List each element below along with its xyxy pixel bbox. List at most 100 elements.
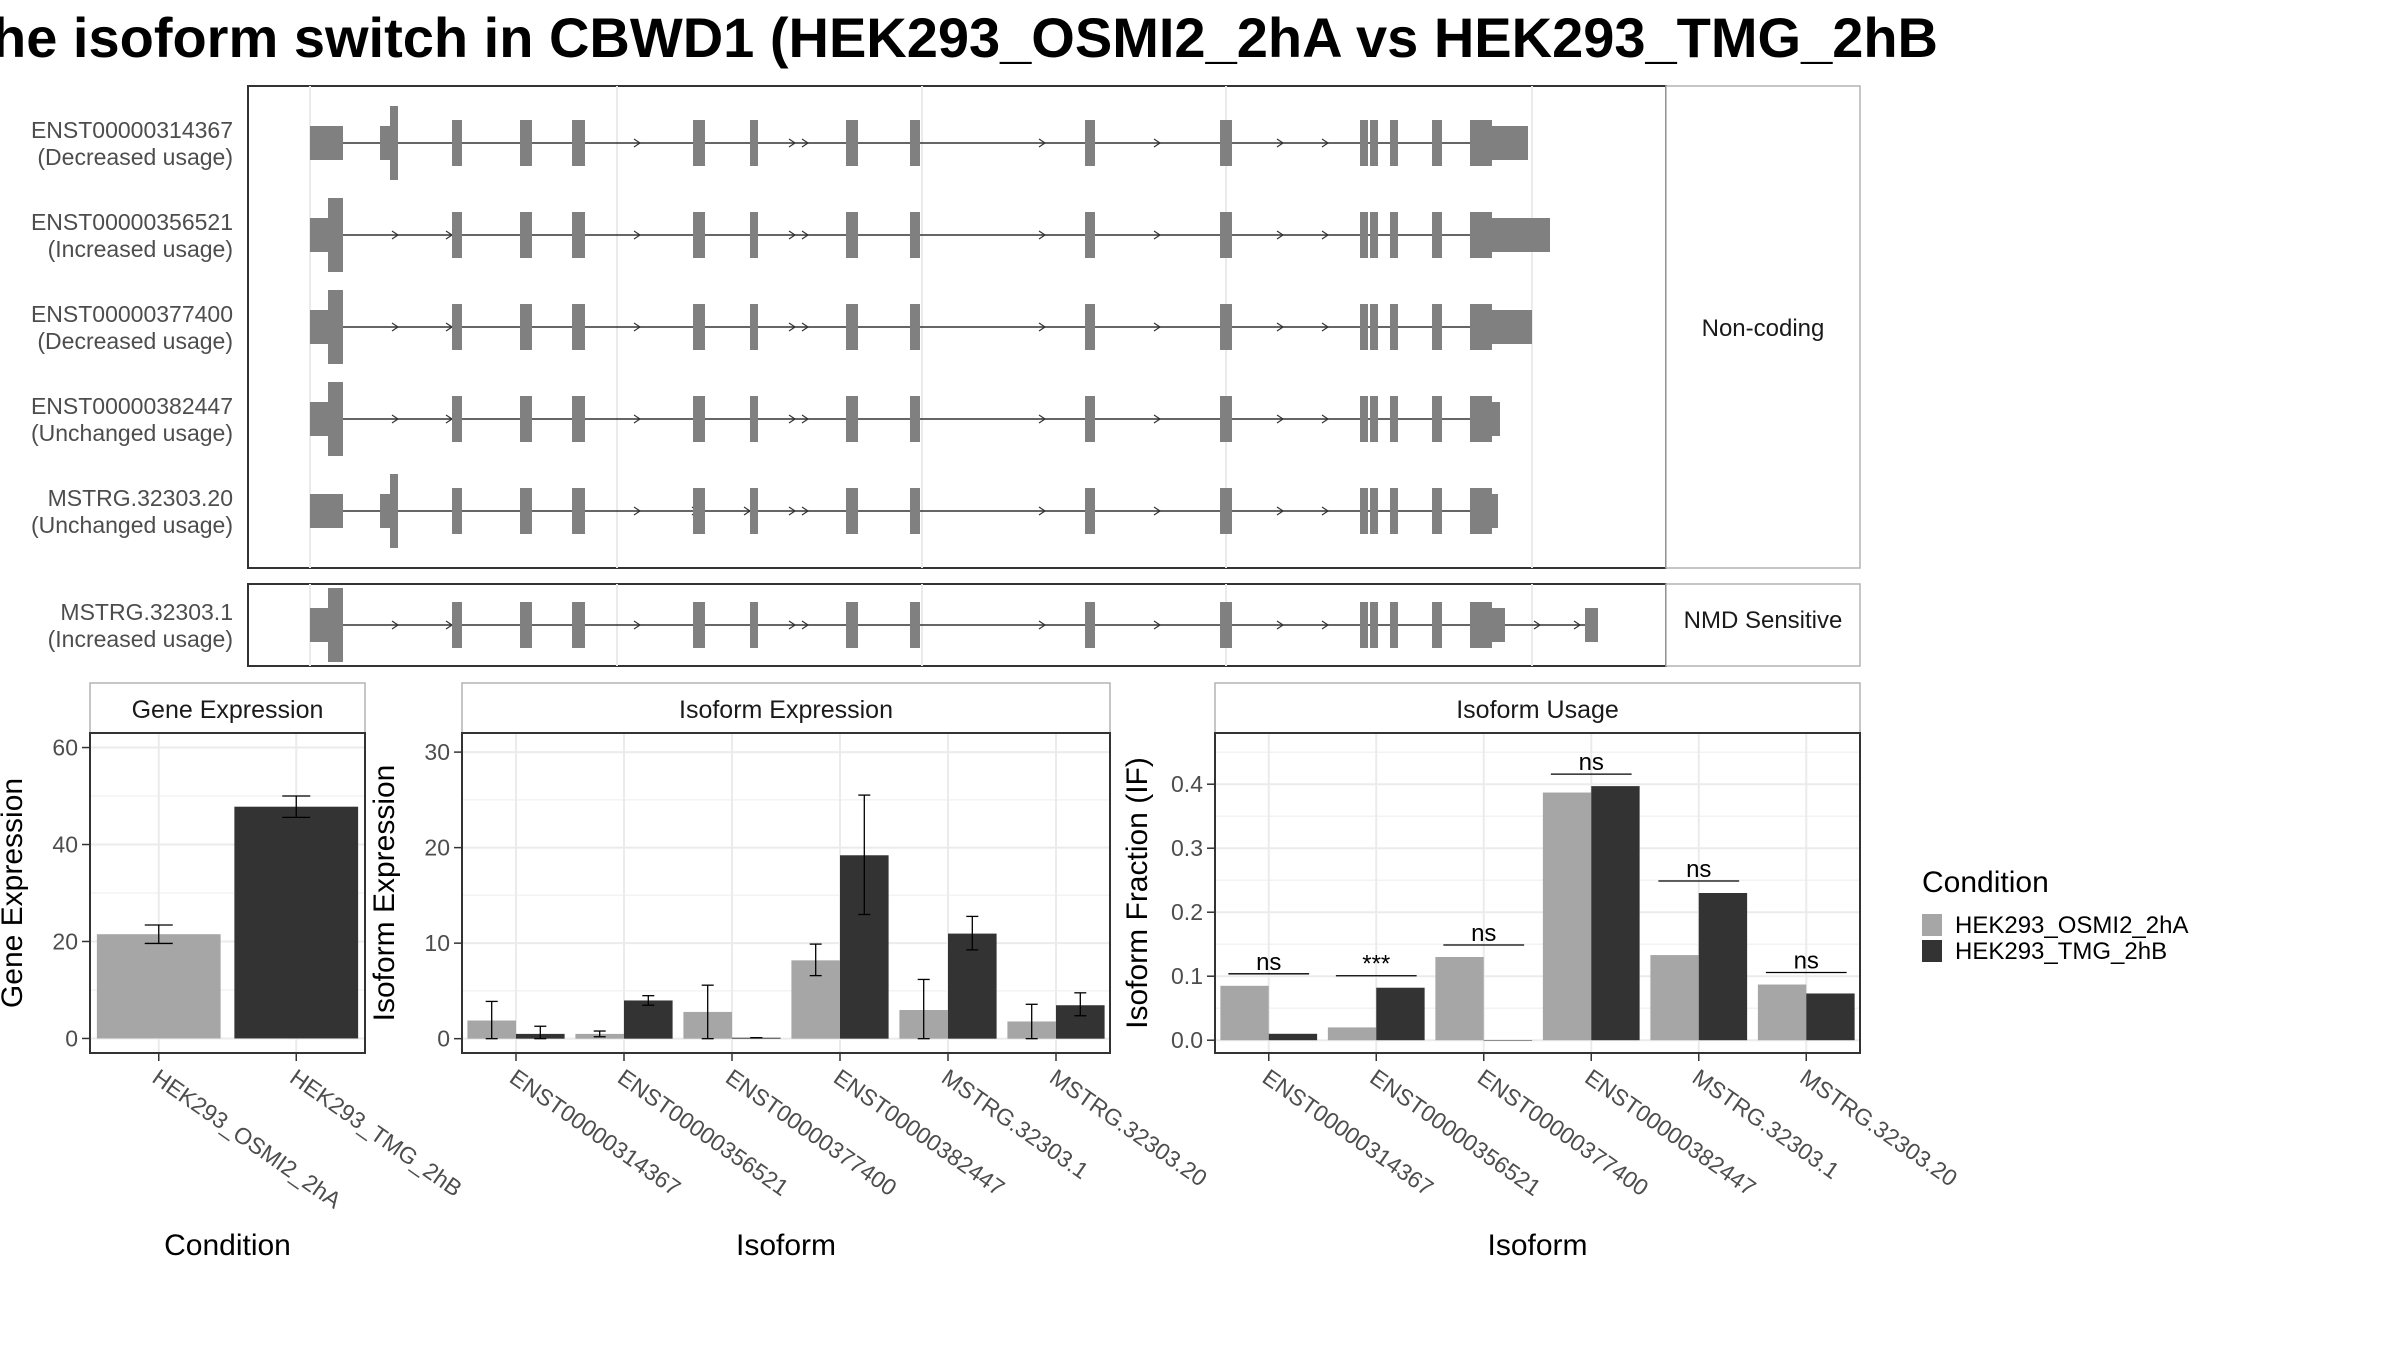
exon: [310, 608, 328, 642]
intron-arrow: [1153, 138, 1162, 148]
legend-swatch: [1922, 914, 1942, 936]
exon: [572, 120, 585, 166]
exon: [1085, 602, 1095, 648]
exon: [1492, 218, 1550, 252]
bar-HEK293_OSMI2_2hA-ENST00000314367: [1220, 985, 1269, 1041]
exon: [572, 488, 585, 534]
exon: [328, 290, 343, 364]
exon: [452, 488, 462, 534]
significance-label: ns: [1471, 920, 1496, 947]
intron-arrow: [391, 620, 400, 630]
exon: [1085, 212, 1095, 258]
bar-HEK293_TMG_2hB-ENST00000356521: [1376, 987, 1425, 1041]
intron-arrow: [1038, 322, 1047, 332]
bar-HEK293_TMG_2hB: [234, 806, 359, 1039]
exon: [520, 120, 532, 166]
y-tick-label: 60: [52, 735, 78, 761]
bar-HEK293_OSMI2_2hA: [96, 934, 221, 1039]
exon: [910, 304, 920, 350]
exon: [1370, 488, 1378, 534]
bar-HEK293_TMG_2hB-ENST00000356521: [624, 1000, 673, 1039]
exon: [1390, 488, 1398, 534]
exon: [572, 602, 585, 648]
intron-arrow: [1321, 506, 1330, 516]
transcript-ENST00000314367-label-usage: (Decreased usage): [37, 144, 233, 170]
exon: [328, 198, 343, 272]
exon: [1390, 602, 1398, 648]
intron-arrow: [1321, 138, 1330, 148]
transcript-ENST00000314367-label-id: ENST00000314367: [31, 117, 233, 143]
intron-arrow: [633, 230, 642, 240]
exon: [750, 304, 758, 350]
transcript-MSTRG.32303.1-label-id: MSTRG.32303.1: [60, 599, 233, 625]
transcript-MSTRG.32303.20-label-usage: (Unchanged usage): [31, 512, 233, 538]
intron-arrow: [1276, 322, 1285, 332]
intron-arrow: [1276, 414, 1285, 424]
y-axis-title: Isoform Fraction (IF): [1121, 757, 1154, 1029]
panel-border: [461, 732, 1111, 1054]
intron-arrow: [788, 138, 797, 148]
exon: [693, 602, 705, 648]
exon: [572, 304, 585, 350]
y-tick-label: 0.2: [1171, 899, 1203, 925]
y-tick-label: 0.4: [1171, 771, 1203, 797]
intron-arrow: [633, 322, 642, 332]
exon: [910, 396, 920, 442]
transcript-ENST00000356521-label-id: ENST00000356521: [31, 209, 233, 235]
intron-arrow: [788, 322, 797, 332]
y-tick-label: 0: [437, 1026, 450, 1052]
exon: [328, 382, 343, 456]
intron-arrow: [1153, 620, 1162, 630]
panel-strip: [461, 682, 1111, 734]
intron-arrow: [788, 414, 797, 424]
exon: [1492, 402, 1500, 436]
y-axis-title: Isoform Expression: [368, 765, 401, 1022]
exon: [1085, 396, 1095, 442]
exon: [1220, 396, 1232, 442]
intron-arrow: [1153, 506, 1162, 516]
exon: [310, 126, 343, 160]
bar-HEK293_OSMI2_2hA-MSTRG.32303.20: [1757, 984, 1807, 1041]
intron-arrow: [1276, 506, 1285, 516]
bar-HEK293_TMG_2hB-MSTRG.32303.1: [1698, 893, 1748, 1041]
y-tick-label: 10: [424, 930, 450, 956]
exon: [1085, 488, 1095, 534]
exon: [750, 212, 758, 258]
exon: [1432, 488, 1442, 534]
exon: [846, 212, 858, 258]
significance-label: ns: [1794, 948, 1819, 975]
exon: [1432, 304, 1442, 350]
exon: [572, 212, 585, 258]
isoform-expression-chart: Isoform Expression 0 10 20 30 Isoform Express…: [368, 682, 1212, 1262]
intron-arrow: [633, 138, 642, 148]
exon: [750, 488, 758, 534]
bar-HEK293_TMG_2hB-MSTRG.32303.1: [948, 933, 997, 1039]
x-axis-title: Condition: [164, 1229, 291, 1262]
intron-arrow: [801, 506, 810, 516]
legend-title: Condition: [1922, 866, 2049, 899]
exon: [1370, 602, 1378, 648]
legend-label: HEK293_OSMI2_2hA: [1955, 912, 2188, 939]
intron-arrow: [788, 230, 797, 240]
exon: [693, 120, 705, 166]
nmd-group: NMD Sensitive MSTRG.32303.1(Increased usa…: [48, 583, 1861, 667]
exon: [693, 488, 705, 534]
exon: [1432, 396, 1442, 442]
exon: [310, 218, 328, 252]
exon: [1370, 120, 1378, 166]
exon: [846, 396, 858, 442]
intron-arrow: [1153, 322, 1162, 332]
bar-HEK293_OSMI2_2hA-ENST00000377400: [1435, 957, 1484, 1041]
exon: [910, 602, 920, 648]
exon: [1492, 310, 1532, 344]
y-tick-label: 0.0: [1171, 1027, 1203, 1053]
intron-arrow: [1153, 414, 1162, 424]
exon: [693, 396, 705, 442]
exon: [1085, 304, 1095, 350]
intron-arrow: [633, 506, 642, 516]
exon: [1220, 304, 1232, 350]
intron-arrow: [633, 414, 642, 424]
panel-strip: [89, 682, 366, 734]
